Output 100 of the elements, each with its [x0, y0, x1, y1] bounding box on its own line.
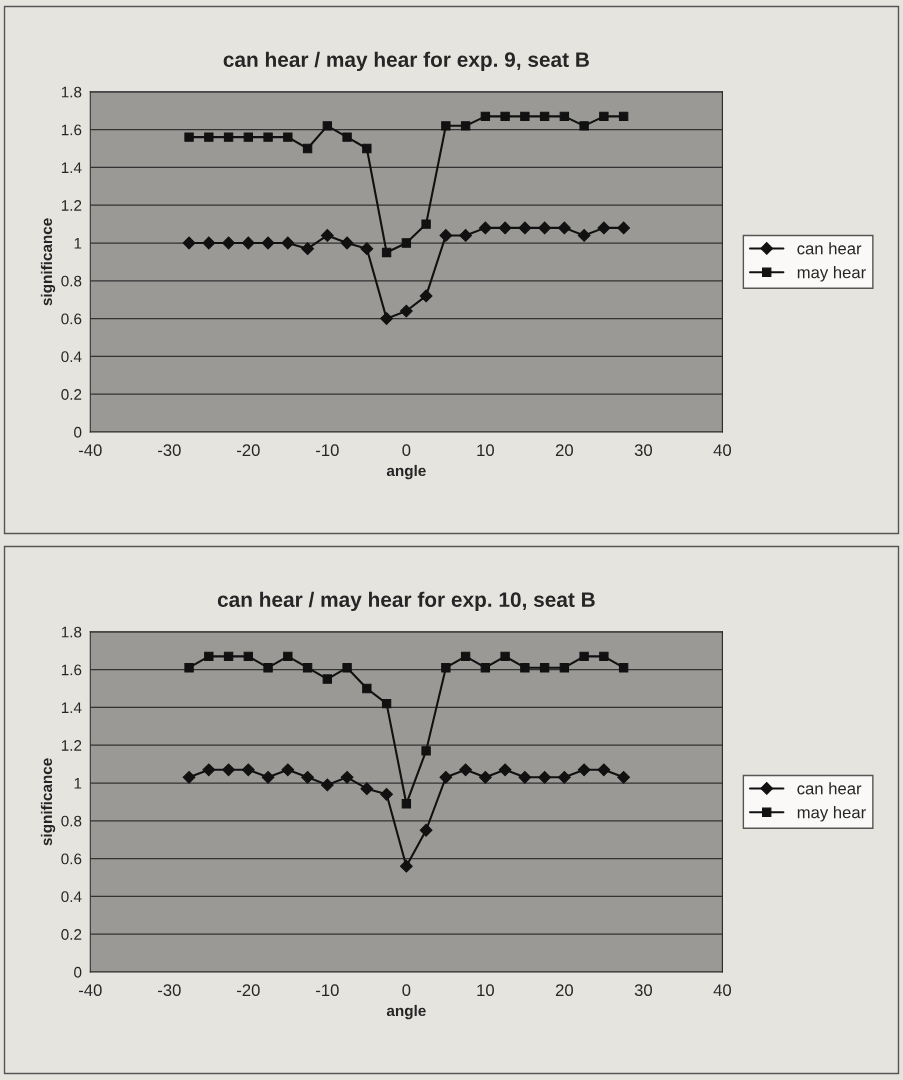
point — [204, 651, 214, 662]
point — [241, 236, 255, 250]
y-tick-label: 0 — [74, 966, 82, 978]
point — [380, 312, 394, 326]
x-tick-label: -40 — [79, 984, 102, 997]
point — [340, 236, 354, 250]
y-tick-label: 0.2 — [61, 389, 82, 400]
y-tick-label: 1.6 — [61, 664, 82, 676]
point — [301, 242, 314, 256]
point — [480, 663, 491, 673]
point — [441, 663, 451, 673]
point — [401, 238, 412, 248]
point — [281, 236, 295, 250]
point — [243, 132, 254, 142]
y-tick-label: 1.6 — [61, 124, 82, 136]
point — [538, 221, 552, 235]
point — [204, 132, 214, 142]
point — [500, 111, 510, 122]
point — [439, 229, 453, 242]
x-tick-label: 30 — [634, 444, 653, 457]
point — [401, 799, 412, 809]
x-tick-label: 20 — [555, 444, 573, 457]
x-tick-label: -20 — [237, 984, 260, 997]
point — [261, 236, 275, 250]
x-tick-label: -10 — [316, 444, 339, 457]
x-tick-label: -40 — [79, 444, 102, 457]
point — [360, 782, 374, 796]
point — [322, 674, 333, 684]
y-tick-label: 0.8 — [61, 275, 82, 287]
point — [399, 304, 413, 318]
point — [539, 663, 550, 673]
point — [241, 763, 255, 777]
point — [184, 663, 194, 673]
x-tick-label: 30 — [634, 984, 653, 997]
y-tick-label: 1.2 — [61, 740, 82, 751]
x-tick-label: 40 — [713, 984, 732, 997]
y-tick-label: 1.4 — [61, 702, 82, 713]
y-tick-label: 0.2 — [61, 929, 82, 940]
point — [478, 770, 492, 784]
point — [557, 770, 571, 784]
point — [441, 121, 451, 131]
point — [478, 221, 492, 235]
point — [281, 763, 295, 777]
x-tick-label: 10 — [477, 984, 494, 997]
point — [559, 663, 570, 673]
x-tick-label: 10 — [477, 444, 494, 457]
y-tick-label: 0.4 — [61, 351, 82, 363]
x-tick-label: -30 — [158, 444, 181, 457]
point — [559, 111, 570, 122]
point — [498, 763, 512, 777]
point — [302, 143, 313, 154]
point — [579, 121, 589, 131]
point — [184, 132, 194, 142]
point — [498, 221, 512, 235]
point — [597, 221, 611, 235]
point — [261, 770, 275, 784]
point — [518, 770, 532, 784]
point — [302, 663, 313, 673]
point — [617, 770, 631, 784]
point — [460, 121, 471, 131]
y-axis-title: significance — [40, 218, 56, 306]
point — [577, 763, 591, 777]
point — [520, 663, 530, 673]
point — [421, 219, 431, 229]
point — [421, 746, 431, 756]
point — [500, 651, 510, 662]
x-axis-title: angle — [386, 1004, 426, 1020]
point — [283, 651, 293, 662]
y-tick-label: 1.8 — [61, 626, 82, 638]
chart-title: can hear / may hear for exp. 10, seat B — [217, 591, 595, 612]
point — [381, 698, 392, 709]
point — [518, 221, 532, 235]
point — [439, 770, 453, 784]
point — [320, 229, 334, 242]
point — [460, 651, 471, 662]
point — [539, 111, 550, 122]
legend-label: may hear — [797, 266, 866, 282]
x-axis-title: angle — [386, 464, 426, 480]
point — [538, 770, 552, 784]
y-tick-label: 0.6 — [61, 313, 82, 325]
point — [223, 651, 234, 662]
y-tick-label: 0.4 — [61, 891, 82, 903]
y-tick-label: 1.8 — [61, 86, 82, 98]
y-tick-label: 0.8 — [61, 815, 82, 827]
point — [459, 763, 473, 777]
point — [182, 236, 196, 250]
y-tick-label: 1.2 — [61, 200, 82, 211]
point — [360, 242, 374, 256]
point — [202, 763, 216, 777]
point — [222, 236, 235, 250]
x-tick-label: 40 — [713, 444, 732, 457]
point — [342, 663, 352, 673]
point — [617, 221, 631, 235]
chart-title: can hear / may hear for exp. 9, seat B — [223, 51, 589, 72]
point — [381, 247, 392, 258]
x-tick-label: -30 — [158, 984, 181, 997]
x-tick-label: 20 — [555, 984, 573, 997]
point — [362, 143, 372, 154]
point — [320, 778, 334, 792]
point — [362, 683, 372, 694]
